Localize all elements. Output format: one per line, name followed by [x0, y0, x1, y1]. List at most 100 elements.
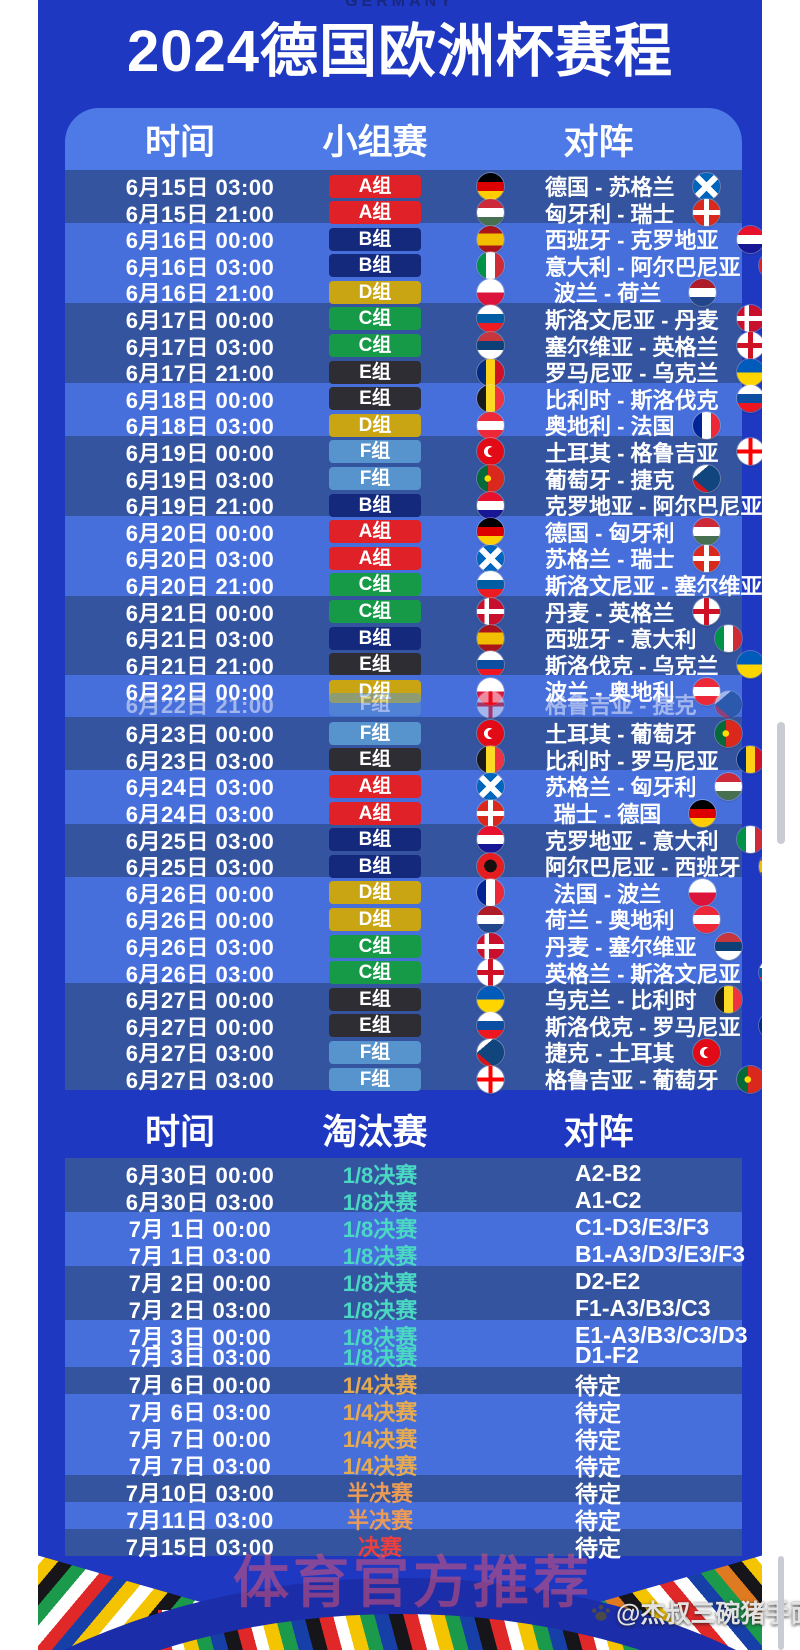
- match-row: 6月19日 00:00 F组 土耳其 - 格鲁吉亚: [65, 435, 762, 466]
- flag-switzerland-icon: [693, 544, 721, 572]
- match-row: 6月23日 03:00 E组 比利时 - 罗马尼亚: [65, 743, 762, 774]
- knockout-row: 7月11日 03:00 半决赛 待定: [65, 1501, 742, 1534]
- flag-georgia-icon: [476, 690, 504, 718]
- flag-scotland-icon: [476, 772, 504, 800]
- flag-ukraine-icon: [476, 985, 504, 1013]
- group-badge: F组: [329, 1067, 421, 1091]
- match-time: 6月27日 00:00: [125, 1014, 275, 1040]
- stage-label: 1/4决赛: [342, 1426, 418, 1452]
- match-teams: 苏格兰 - 匈牙利: [545, 775, 697, 801]
- match-row: 6月18日 03:00 D组 奥地利 - 法国: [65, 409, 742, 439]
- match-time: 6月27日 03:00: [125, 1068, 275, 1093]
- match-time: 6月16日 21:00: [125, 281, 275, 307]
- flag-denmark-icon: [737, 305, 762, 333]
- knockout-row: 6月30日 03:00 1/8决赛 A1-C2: [65, 1184, 742, 1215]
- match-row: 6月26日 00:00 D组 法国 - 波兰: [65, 876, 742, 907]
- match-time: 6月26日 03:00: [125, 961, 275, 987]
- scrollbar-thumb-bottom[interactable]: [778, 1556, 784, 1650]
- flag-georgia-icon: [476, 1065, 504, 1093]
- match-teams: 波兰 - 奥地利: [545, 680, 675, 706]
- group-badge: C组: [329, 600, 421, 623]
- stage-label: 半决赛: [346, 1480, 413, 1506]
- flag-denmark-icon: [476, 932, 504, 960]
- match-row: 6月21日 21:00 E组 斯洛伐克 - 乌克兰: [65, 648, 762, 679]
- match-row: 6月17日 00:00 C组 斯洛文尼亚 - 丹麦: [65, 302, 762, 333]
- group-badge: D组: [329, 907, 421, 931]
- group-badge: E组: [329, 387, 421, 411]
- knockout-row: 6月30日 00:00 1/8决赛 A2-B2: [65, 1157, 742, 1188]
- flag-albania-icon: [476, 852, 504, 880]
- stage-label: 1/8决赛: [342, 1270, 418, 1296]
- match-time: 6月15日 03:00: [125, 175, 275, 200]
- column-header-matchup: 对阵: [563, 1113, 634, 1153]
- group-table-header: 时间 小组赛 对阵: [65, 108, 742, 170]
- flag-france-icon: [476, 879, 504, 907]
- group-badge: A组: [329, 774, 421, 798]
- group-badge: C组: [329, 307, 421, 331]
- column-header-knockout: 淘汰赛: [322, 1113, 428, 1153]
- flag-england-icon: [693, 598, 721, 625]
- flag-turkey-icon: [476, 719, 504, 747]
- match-teams: 塞尔维亚 - 英格兰: [545, 334, 719, 360]
- match-time: 6月15日 21:00: [125, 201, 275, 227]
- flag-croatia-icon: [737, 225, 762, 253]
- match-time: 6月26日 03:00: [125, 935, 275, 961]
- match-matchup: 待定: [575, 1480, 621, 1507]
- group-badge: E组: [329, 653, 421, 677]
- match-teams: 乌克兰 - 比利时: [545, 988, 697, 1014]
- flag-poland-icon: [476, 278, 504, 306]
- group-badge: A组: [329, 520, 421, 544]
- knockout-row: 7月 1日 03:00 1/8决赛 B1-A3/D3/E3/F3: [65, 1238, 745, 1269]
- group-badge: B组: [329, 828, 421, 852]
- match-matchup: C1-D3/E3/F3: [575, 1214, 710, 1241]
- scrollbar-thumb[interactable]: [777, 722, 785, 844]
- knockout-table-header: 时间 淘汰赛 对阵: [65, 1102, 742, 1158]
- match-teams: 土耳其 - 葡萄牙: [545, 722, 697, 748]
- flag-slovenia-icon: [476, 305, 504, 333]
- flag-denmark-icon: [476, 598, 504, 625]
- flag-netherlands-icon: [688, 278, 716, 306]
- match-teams: 斯洛伐克 - 乌克兰: [545, 653, 719, 679]
- match-row: 6月16日 00:00 B组 西班牙 - 克罗地亚: [65, 223, 762, 253]
- group-badge: B组: [329, 854, 421, 878]
- stage-label: 1/4决赛: [342, 1372, 418, 1398]
- match-teams: 波兰 - 荷兰: [553, 281, 662, 307]
- knockout-row: 7月 7日 03:00 1/4决赛 待定: [65, 1447, 742, 1480]
- match-row: 6月25日 03:00 B组 阿尔巴尼亚 - 西班牙: [65, 850, 762, 880]
- match-matchup: 待定: [575, 1399, 621, 1426]
- match-time: 6月30日 00:00: [125, 1162, 275, 1188]
- flag-belgium-icon: [476, 385, 504, 413]
- match-time: 7月 7日 03:00: [128, 1453, 272, 1479]
- match-time: 6月19日 21:00: [125, 494, 275, 520]
- match-row: 6月26日 03:00 C组 丹麦 - 塞尔维亚: [65, 930, 743, 960]
- group-badge: B组: [329, 626, 421, 650]
- flag-albania-icon: [759, 252, 762, 280]
- match-time: 6月20日 21:00: [125, 573, 275, 599]
- match-time: 6月26日 00:00: [125, 908, 275, 934]
- flag-france-icon: [693, 411, 721, 439]
- group-badge: E组: [329, 987, 421, 1011]
- match-row: 6月15日 21:00 A组 匈牙利 - 瑞士: [65, 196, 742, 227]
- flag-spain-icon: [476, 225, 504, 253]
- match-time: 6月21日 03:00: [125, 627, 275, 653]
- knockout-row: 7月 1日 00:00 1/8决赛 C1-D3/E3/F3: [65, 1211, 742, 1242]
- column-header-group-stage: 小组赛: [322, 122, 428, 162]
- match-teams: 斯洛文尼亚 - 塞尔维亚: [545, 573, 762, 599]
- match-teams: 西班牙 - 克罗地亚: [545, 228, 719, 254]
- match-time: 7月10日 03:00: [125, 1480, 275, 1506]
- match-time: 6月27日 00:00: [125, 988, 275, 1014]
- watermark-text: 体育官方推荐: [233, 1553, 593, 1615]
- match-time: 7月 3日 00:00: [128, 1324, 272, 1350]
- match-row: 6月15日 03:00 A组 德国 - 苏格兰: [65, 170, 742, 200]
- flag-slovakia-icon: [737, 385, 762, 413]
- flag-portugal-icon: [737, 1065, 762, 1093]
- stage-label: 1/8决赛: [342, 1189, 418, 1215]
- knockout-row: 7月 7日 00:00 1/4决赛 待定: [65, 1420, 742, 1453]
- match-teams: 比利时 - 斯洛伐克: [545, 387, 719, 413]
- match-teams: 克罗地亚 - 阿尔巴尼亚: [545, 494, 762, 520]
- match-time: 7月11日 03:00: [126, 1507, 274, 1533]
- schedule-poster: GERMANY 2024德国欧洲杯赛程 时间 小组赛 对阵 6月15日 03:0…: [38, 0, 762, 1650]
- flag-switzerland-icon: [476, 799, 504, 827]
- stage-label: 1/8决赛: [342, 1162, 418, 1188]
